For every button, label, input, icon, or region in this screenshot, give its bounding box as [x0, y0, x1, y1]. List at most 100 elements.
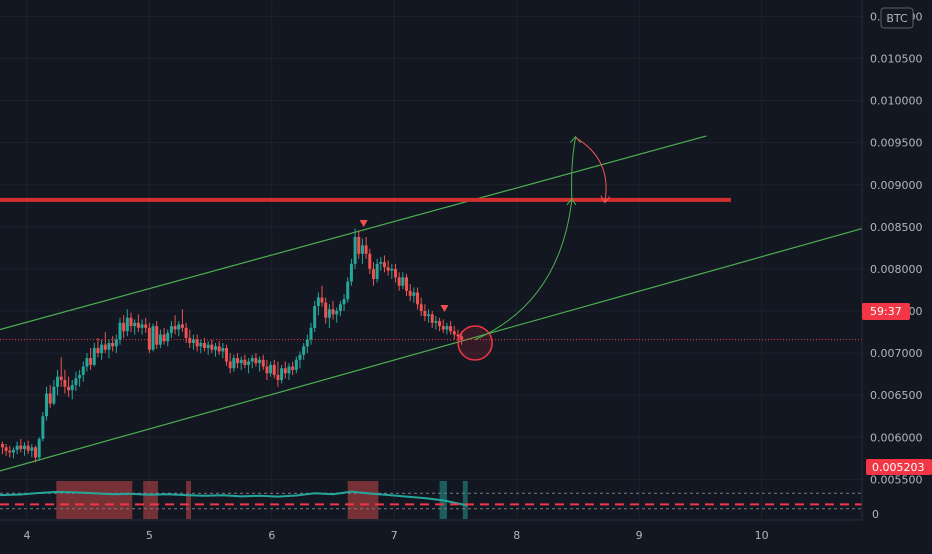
oscillator-red-zone — [143, 481, 158, 519]
candle-body — [155, 326, 159, 345]
candle-body — [184, 327, 188, 338]
grid — [0, 0, 862, 520]
candle-body — [177, 324, 181, 330]
currency-badge[interactable] — [880, 7, 914, 29]
channel-upper-line — [0, 135, 707, 331]
price-axis-panel[interactable] — [862, 0, 932, 550]
candle-body — [452, 331, 456, 335]
candle-body — [206, 344, 210, 349]
highlight-circle — [457, 325, 493, 361]
candle-body — [133, 322, 137, 327]
candle-body — [26, 445, 30, 451]
rejection-arrow-head — [600, 195, 611, 204]
candle-body — [353, 236, 357, 264]
candle-body — [327, 309, 331, 318]
candle-body — [342, 299, 346, 305]
candle-body — [298, 354, 302, 360]
candle-body — [158, 334, 162, 345]
price-tick-label: 0.009000 — [870, 179, 923, 192]
candle-body — [405, 277, 409, 291]
countdown-label: 59:37 — [870, 305, 902, 318]
candle-body — [269, 364, 273, 374]
candle-body — [151, 326, 155, 350]
indicator-zero-label: 0 — [872, 508, 879, 521]
candle-body — [48, 393, 52, 404]
candle-body — [166, 332, 170, 342]
candle-body — [412, 292, 416, 296]
drawings-layer — [0, 135, 863, 506]
candle-body — [375, 263, 379, 280]
candle-body — [59, 376, 63, 381]
candle-body — [335, 311, 339, 315]
candle-body — [180, 324, 184, 328]
candle-body — [30, 447, 34, 451]
candle-body — [140, 324, 144, 328]
candle-body — [313, 305, 317, 328]
oscillator-line — [0, 490, 468, 507]
time-tick-label: 7 — [391, 529, 398, 542]
candle-body — [92, 348, 96, 365]
candle-body — [228, 361, 232, 369]
down-arrow-marker — [359, 219, 368, 227]
candle-body — [169, 326, 173, 333]
candle-body — [397, 277, 401, 286]
candle-body — [427, 314, 431, 317]
stop-price-label: 0.005203 — [872, 461, 925, 474]
candle-body — [360, 245, 364, 254]
candle-body — [250, 358, 254, 362]
candle-body — [19, 445, 23, 450]
candle-body — [8, 450, 12, 453]
candle-body — [114, 339, 118, 347]
candle-body — [320, 297, 324, 303]
candle-body — [56, 376, 60, 387]
candle-body — [441, 326, 445, 330]
candle-body — [103, 344, 107, 350]
candle-body — [247, 361, 251, 365]
candle-body — [434, 321, 438, 323]
projection-arrow-path — [474, 199, 573, 341]
candle-body — [423, 311, 427, 317]
candle-body — [34, 447, 38, 458]
time-tick-label: 10 — [755, 529, 769, 542]
candle-body — [371, 268, 375, 280]
candle-body — [41, 416, 45, 439]
candle-body — [416, 292, 420, 305]
candle-body — [63, 380, 67, 387]
candle-body — [4, 447, 8, 451]
candle-body — [232, 358, 236, 369]
candle-body — [210, 344, 214, 350]
countdown-badge — [862, 303, 910, 320]
price-tick-label: 0.008000 — [870, 263, 923, 276]
candle-body — [70, 385, 74, 391]
candle-body — [195, 339, 199, 347]
candle-body — [349, 263, 353, 282]
candle-body — [261, 359, 265, 367]
candle-body — [52, 386, 56, 404]
currency-label: BTC — [886, 12, 908, 25]
candle-body — [283, 368, 287, 374]
candle-body — [22, 445, 26, 450]
candle-body — [111, 342, 115, 347]
time-axis-panel[interactable] — [0, 520, 932, 550]
candle-body — [460, 336, 464, 340]
candle-body — [357, 236, 361, 254]
candle-body — [202, 342, 206, 349]
candle-body — [199, 342, 203, 347]
candle-body — [338, 304, 342, 311]
time-axis-ticks: 4 5 6 7 8 9 10 — [23, 529, 768, 542]
candle-body — [89, 358, 93, 365]
candle-body — [368, 253, 372, 269]
candle-body — [316, 297, 320, 306]
candle-body — [346, 281, 350, 300]
time-tick-label: 9 — [636, 529, 643, 542]
candle-body — [107, 342, 111, 350]
candle-body — [45, 393, 49, 417]
price-tick-label: 0.005500 — [870, 473, 923, 486]
candle-body — [265, 366, 269, 374]
price-tick-label: 0.010000 — [870, 95, 923, 108]
candle-body — [147, 327, 151, 350]
candle-body — [272, 364, 276, 375]
candle-body — [136, 322, 140, 328]
